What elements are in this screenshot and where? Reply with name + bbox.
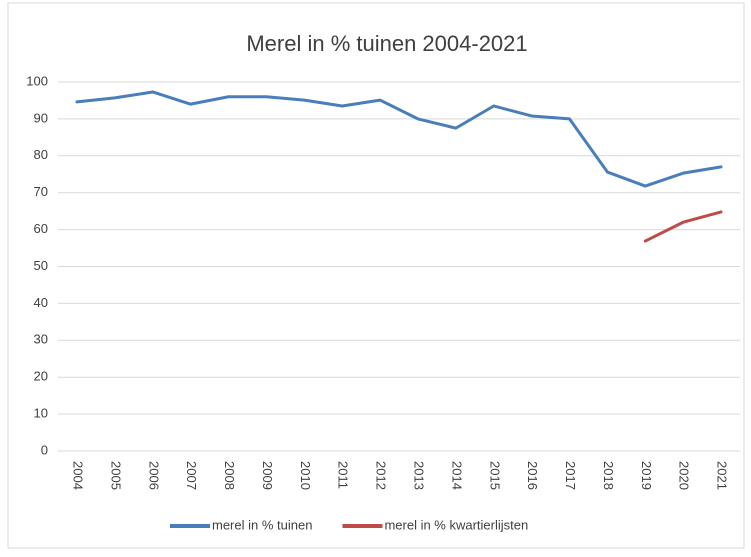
y-tick-label: 50 <box>34 258 48 273</box>
x-tick-label: 2016 <box>525 461 540 490</box>
x-tick-label: 2011 <box>336 461 351 489</box>
y-tick-label: 0 <box>41 442 48 457</box>
x-tick-label: 2012 <box>374 461 389 490</box>
x-tick-label: 2015 <box>487 461 502 490</box>
chart-title: Merel in % tuinen 2004-2021 <box>246 31 527 56</box>
y-tick-label: 60 <box>34 221 48 236</box>
x-tick-label: 2019 <box>639 461 654 490</box>
y-tick-label: 70 <box>34 184 48 199</box>
x-tick-label: 2009 <box>260 461 275 490</box>
series-line <box>643 210 723 243</box>
x-tick-label: 2018 <box>601 461 616 490</box>
y-tick-label: 10 <box>34 406 48 421</box>
series-line <box>75 90 723 188</box>
y-tick-label: 90 <box>34 110 48 125</box>
legend-label: merel in % kwartierlijsten <box>384 517 528 532</box>
x-tick-label: 2004 <box>71 461 86 490</box>
x-tick-label: 2006 <box>146 461 161 490</box>
x-tick-label: 2008 <box>222 461 237 490</box>
y-tick-label: 30 <box>34 332 48 347</box>
y-tick-label: 100 <box>26 73 48 88</box>
x-tick-label: 2014 <box>449 461 464 490</box>
x-tick-label: 2005 <box>108 461 123 490</box>
chart-border <box>7 2 745 549</box>
x-tick-label: 2021 <box>715 461 730 490</box>
x-tick-label: 2013 <box>412 461 427 490</box>
y-tick-label: 40 <box>34 295 48 310</box>
y-tick-label: 20 <box>34 369 48 384</box>
x-tick-label: 2020 <box>677 461 692 490</box>
legend-label: merel in % tuinen <box>212 517 312 532</box>
x-tick-label: 2017 <box>563 461 578 490</box>
x-tick-label: 2007 <box>184 461 199 490</box>
x-tick-label: 2010 <box>298 461 313 490</box>
y-tick-label: 80 <box>34 147 48 162</box>
